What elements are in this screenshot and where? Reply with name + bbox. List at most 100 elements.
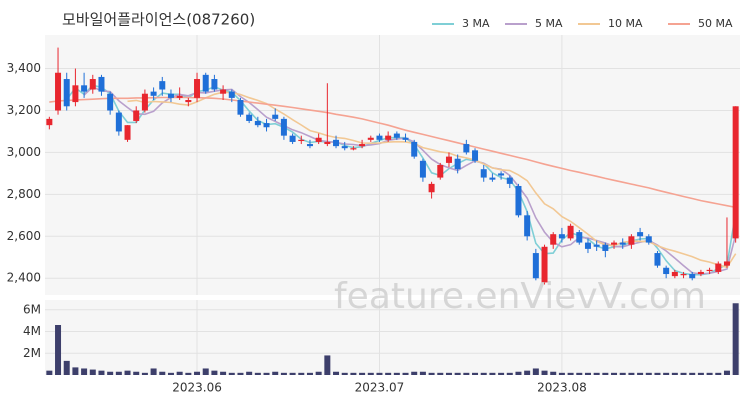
candle-body (376, 135, 383, 140)
y-tick-label: 2,400 (7, 271, 41, 285)
volume-bar (628, 372, 635, 375)
candle (445, 152, 452, 168)
candle-body (723, 261, 730, 266)
volume-bar (654, 372, 661, 375)
volume-bar (550, 371, 557, 375)
candle (298, 135, 305, 145)
candle-body (237, 100, 244, 115)
candle (159, 76, 166, 96)
candle (428, 181, 435, 199)
price-plot-bg (45, 35, 740, 295)
volume-bar (645, 372, 652, 375)
candle (628, 234, 635, 249)
candle-body (445, 156, 452, 163)
candle (185, 97, 192, 107)
candle (515, 183, 522, 218)
candle (584, 238, 591, 254)
candle (602, 242, 609, 258)
volume-bar (376, 372, 383, 375)
y-tick-label: 6M (23, 302, 41, 316)
candle-body (602, 244, 609, 251)
x-tick-label: 2023.07 (355, 381, 405, 395)
y-tick-label: 3,400 (7, 61, 41, 75)
volume-bar (185, 372, 192, 375)
volume-bar (124, 370, 131, 375)
volume-bar (133, 371, 140, 375)
volume-bar (55, 325, 62, 375)
volume-bar (176, 371, 183, 375)
volume-bar (167, 372, 174, 375)
candle-body (419, 160, 426, 178)
candle (89, 74, 96, 94)
candle (732, 106, 739, 243)
candle-body (524, 215, 531, 237)
volume-bar (732, 303, 739, 375)
candle-body (72, 85, 79, 103)
volume-bar (689, 372, 696, 375)
candle-body (645, 236, 652, 243)
candle (202, 72, 209, 94)
candle-body (715, 263, 722, 272)
candle (498, 171, 505, 180)
candle-body (81, 85, 88, 92)
candle (463, 139, 470, 155)
candle-body (98, 76, 105, 92)
volume-bar (72, 367, 79, 375)
candle (637, 227, 644, 241)
volume-bar (289, 372, 296, 375)
volume-bar (419, 371, 426, 375)
watermark: feature.enVievV.com (334, 276, 706, 317)
y-tick-label: 3,000 (7, 145, 41, 159)
candle (393, 131, 400, 140)
candle (167, 89, 174, 103)
candle (376, 133, 383, 142)
candle (567, 223, 574, 241)
candle (671, 269, 678, 279)
volume-bar (298, 372, 305, 375)
candle (715, 261, 722, 275)
volume-bar (89, 369, 96, 375)
volume-bar (680, 372, 687, 375)
candle-body (654, 253, 661, 266)
candle-body (402, 137, 409, 140)
candle-body (55, 72, 62, 111)
candle-body (689, 274, 696, 279)
candle-body (706, 269, 713, 272)
candle-body (359, 144, 366, 147)
candle (194, 72, 201, 103)
volume-bar (202, 368, 209, 375)
candle-body (63, 79, 70, 107)
volume-bar (567, 372, 574, 375)
candle (367, 135, 374, 142)
candle-body (263, 123, 270, 128)
legend-label: 3 MA (462, 17, 490, 30)
candle (324, 83, 331, 147)
volume-bar (333, 371, 340, 375)
volume-bar (367, 372, 374, 375)
candle-body (350, 148, 357, 150)
volume-bar (524, 370, 531, 375)
volume-bar (280, 372, 287, 375)
candle (133, 106, 140, 124)
candle (254, 116, 261, 128)
candle-body (437, 165, 444, 178)
candle-body (480, 169, 487, 178)
candle-body (202, 74, 209, 92)
candle-body (567, 225, 574, 239)
volume-bar (359, 372, 366, 375)
candle-body (185, 100, 192, 103)
candle-body (107, 93, 114, 111)
candle (115, 110, 122, 136)
volume-bar (141, 372, 148, 375)
candle (663, 265, 670, 279)
candle-body (393, 133, 400, 138)
candle (211, 74, 218, 92)
candle (228, 89, 235, 103)
candle (524, 211, 531, 241)
candle (654, 250, 661, 268)
candle-body (550, 234, 557, 245)
volume-bar (498, 372, 505, 375)
volume-bar (437, 372, 444, 375)
volume-bar (411, 371, 418, 375)
